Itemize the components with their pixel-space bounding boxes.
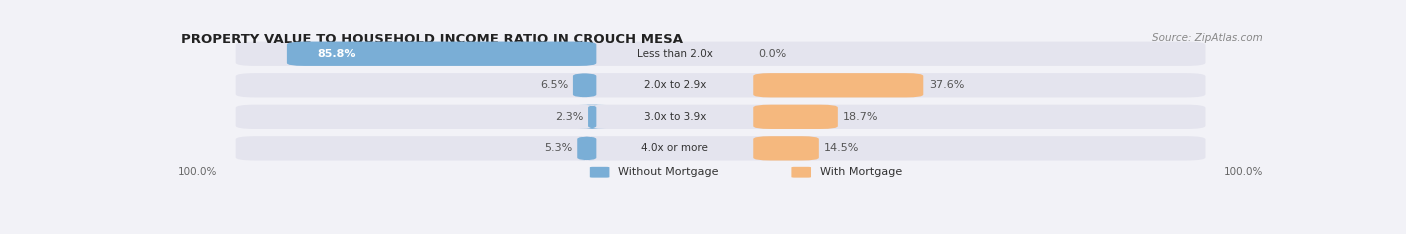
- FancyBboxPatch shape: [754, 136, 818, 161]
- FancyBboxPatch shape: [579, 105, 606, 129]
- FancyBboxPatch shape: [591, 167, 609, 178]
- Text: 18.7%: 18.7%: [844, 112, 879, 122]
- FancyBboxPatch shape: [572, 73, 596, 97]
- FancyBboxPatch shape: [754, 73, 924, 97]
- FancyBboxPatch shape: [578, 136, 596, 161]
- Text: 5.3%: 5.3%: [544, 143, 572, 153]
- FancyBboxPatch shape: [754, 105, 838, 129]
- FancyBboxPatch shape: [792, 167, 811, 178]
- FancyBboxPatch shape: [236, 105, 1205, 129]
- FancyBboxPatch shape: [236, 136, 1205, 161]
- Text: PROPERTY VALUE TO HOUSEHOLD INCOME RATIO IN CROUCH MESA: PROPERTY VALUE TO HOUSEHOLD INCOME RATIO…: [181, 33, 683, 47]
- Text: With Mortgage: With Mortgage: [820, 167, 903, 177]
- Text: 85.8%: 85.8%: [318, 49, 356, 59]
- Text: Less than 2.0x: Less than 2.0x: [637, 49, 713, 59]
- Text: 100.0%: 100.0%: [179, 167, 218, 177]
- FancyBboxPatch shape: [287, 42, 596, 66]
- Text: Source: ZipAtlas.com: Source: ZipAtlas.com: [1153, 33, 1263, 44]
- Text: Without Mortgage: Without Mortgage: [619, 167, 718, 177]
- Text: 100.0%: 100.0%: [1223, 167, 1263, 177]
- FancyBboxPatch shape: [236, 73, 1205, 97]
- Text: 2.0x to 2.9x: 2.0x to 2.9x: [644, 80, 706, 90]
- Text: 37.6%: 37.6%: [929, 80, 965, 90]
- Text: 4.0x or more: 4.0x or more: [641, 143, 709, 153]
- Text: 2.3%: 2.3%: [555, 112, 583, 122]
- Text: 6.5%: 6.5%: [540, 80, 568, 90]
- FancyBboxPatch shape: [236, 42, 1205, 66]
- Text: 3.0x to 3.9x: 3.0x to 3.9x: [644, 112, 706, 122]
- Text: 14.5%: 14.5%: [824, 143, 859, 153]
- Text: 0.0%: 0.0%: [759, 49, 787, 59]
